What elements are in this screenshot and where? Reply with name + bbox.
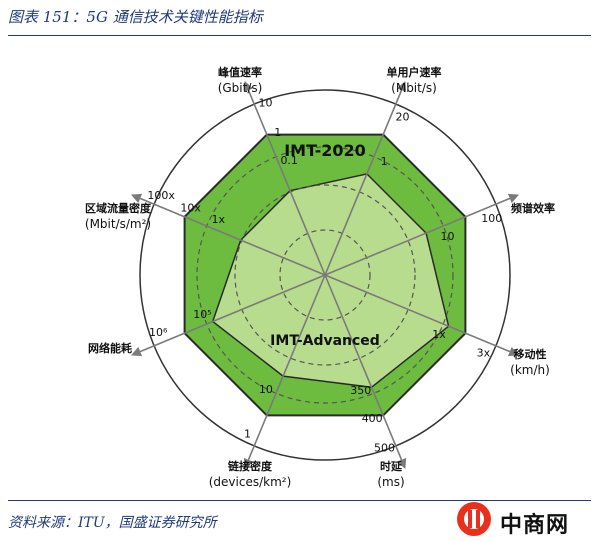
tick-label: 1x xyxy=(212,213,226,226)
grid-circle-1 xyxy=(279,229,371,321)
watermark-logo: 中商网 xyxy=(452,500,592,538)
axis-line-4 xyxy=(324,274,407,470)
axis-line-1 xyxy=(324,80,407,276)
series-label-imt-advanced: IMT-Advanced xyxy=(270,333,380,349)
axis-name-label: 频谱效率 xyxy=(511,201,555,215)
outer-circle xyxy=(139,89,511,461)
axis-unit-label: (Mbit/s) xyxy=(391,81,437,95)
axis-line-8 xyxy=(243,80,326,276)
watermark-text: 中商网 xyxy=(500,513,570,538)
axis-name-label: 网络能耗 xyxy=(88,341,132,355)
axis-line-5 xyxy=(243,274,326,470)
radar-chart: 20 1 100 10 3x 1x 500 400 350 1 10 10⁶ 10⁵ 100x 10x 1x 1… xyxy=(85,65,555,489)
tick-label: 10⁵ xyxy=(193,308,211,321)
watermark-badge-icon xyxy=(457,502,491,536)
tick-label: 400 xyxy=(362,412,383,425)
axis-unit-label: (ms) xyxy=(377,475,404,489)
grid-circle-2 xyxy=(234,184,416,366)
tick-label: 10 xyxy=(259,383,273,396)
axis-line-3 xyxy=(324,274,520,357)
tick-label: 10 xyxy=(259,97,273,110)
tick-label: 500 xyxy=(374,441,395,454)
axis-line-2 xyxy=(324,193,520,276)
axis-unit-label: (devices/km²) xyxy=(209,475,292,489)
axis-unit-label: (km/h) xyxy=(510,363,550,377)
tick-label: 1 xyxy=(274,126,281,139)
tick-label: 3x xyxy=(477,347,491,360)
axis-name-label: 峰值速率 xyxy=(218,65,262,79)
tick-label: 1 xyxy=(244,427,251,440)
axis-name-label: 链接密度 xyxy=(228,459,273,473)
tick-label: 0.1 xyxy=(280,154,298,167)
tick-label: 350 xyxy=(350,384,371,397)
axis-unit-label: (Mbit/s/m²) xyxy=(85,217,151,231)
axis-name-label: 区域流量密度 xyxy=(85,201,152,215)
tick-label: 100 xyxy=(481,212,502,225)
tick-label: 1 xyxy=(381,155,388,168)
figure-source: 资料来源：ITU，国盛证券研究所 xyxy=(8,515,217,531)
tick-label: 10⁶ xyxy=(149,326,168,339)
axis-name-label: 单用户速率 xyxy=(387,65,442,79)
axis-name-label: 时延 xyxy=(380,459,403,473)
grid-circle-3 xyxy=(196,146,454,404)
figure-title: 图表 151：5G 通信技术关键性能指标 xyxy=(8,8,263,26)
axis-unit-label: (Gbit/s) xyxy=(218,81,263,95)
title-rule xyxy=(8,35,591,36)
axis-line-7 xyxy=(130,193,326,276)
tick-label: 100x xyxy=(147,189,175,202)
axis-name-label: 移动性 xyxy=(514,347,547,361)
source-rule xyxy=(8,500,591,501)
tick-label: 20 xyxy=(396,111,410,124)
tick-label: 10x xyxy=(180,201,201,214)
axis-line-6 xyxy=(130,274,326,357)
series-label-imt-2020: IMT-2020 xyxy=(284,141,366,160)
tick-label: 10 xyxy=(441,230,455,243)
tick-label: 1x xyxy=(432,328,446,341)
